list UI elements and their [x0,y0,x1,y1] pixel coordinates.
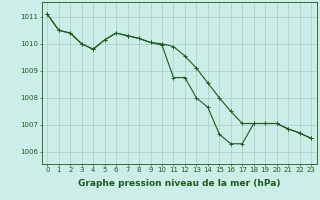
X-axis label: Graphe pression niveau de la mer (hPa): Graphe pression niveau de la mer (hPa) [78,179,280,188]
